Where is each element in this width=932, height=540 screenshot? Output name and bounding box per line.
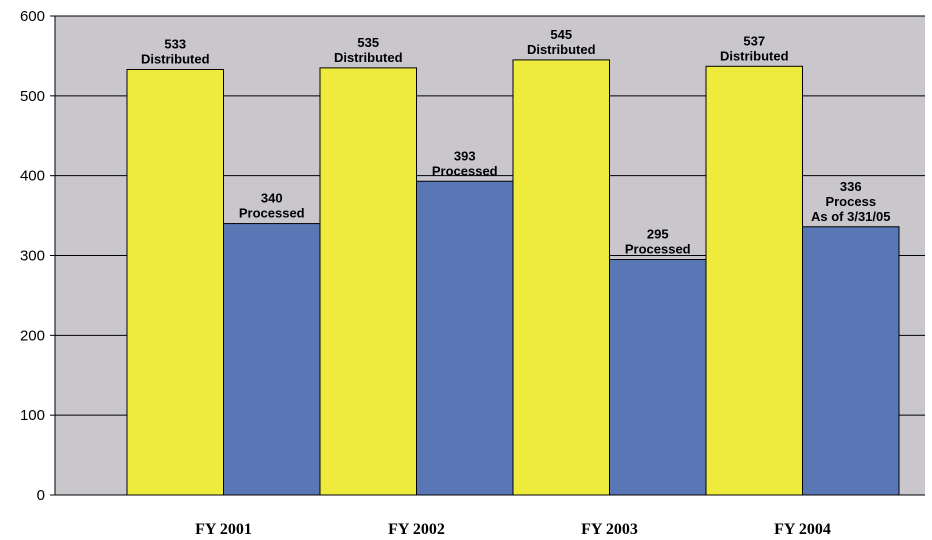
data-label: 393 (454, 148, 476, 163)
data-label: Processed (432, 163, 498, 178)
y-tick-label: 100 (20, 407, 45, 424)
x-category-label: FY 2004 (774, 521, 831, 538)
x-category-label: FY 2003 (581, 521, 638, 538)
data-label: Distributed (527, 42, 596, 57)
data-label: 295 (647, 226, 669, 241)
data-label: 340 (261, 191, 283, 206)
processed-bar (802, 226, 900, 496)
data-labels: 533Distributed340Processed535Distributed… (141, 27, 891, 257)
data-label: Distributed (720, 48, 789, 63)
bars (126, 59, 900, 496)
y-tick-label: 200 (20, 327, 45, 344)
data-label: Distributed (334, 50, 403, 65)
data-label: 336 (840, 179, 862, 194)
y-tick-label: 0 (37, 487, 45, 504)
y-axis-ticks: 0 100 200 300 400 500 600 (20, 8, 55, 504)
data-label: Processed (239, 206, 305, 221)
y-tick-label: 600 (20, 8, 45, 25)
processed-bar (416, 180, 514, 496)
data-label: 545 (550, 27, 572, 42)
processed-bar (609, 258, 707, 496)
data-label: 535 (357, 35, 379, 50)
processed-bar (223, 223, 321, 496)
x-category-label: FY 2002 (388, 521, 445, 538)
data-label: 537 (743, 33, 765, 48)
distributed-bar (126, 68, 224, 496)
data-label: As of 3/31/05 (811, 209, 891, 224)
data-label: Process (825, 194, 876, 209)
distributed-bar (705, 65, 803, 496)
y-tick-label: 300 (20, 248, 45, 265)
x-category-label: FY 2001 (195, 521, 252, 538)
y-tick-label: 500 (20, 88, 45, 105)
distributed-bar (319, 67, 417, 496)
data-label: 533 (164, 36, 186, 51)
x-axis-labels: FY 2001 FY 2002 FY 2003 FY 2004 (195, 521, 831, 538)
data-label: Distributed (141, 51, 210, 66)
data-label: Processed (625, 241, 691, 256)
distributed-bar (512, 59, 610, 496)
y-tick-label: 400 (20, 168, 45, 185)
